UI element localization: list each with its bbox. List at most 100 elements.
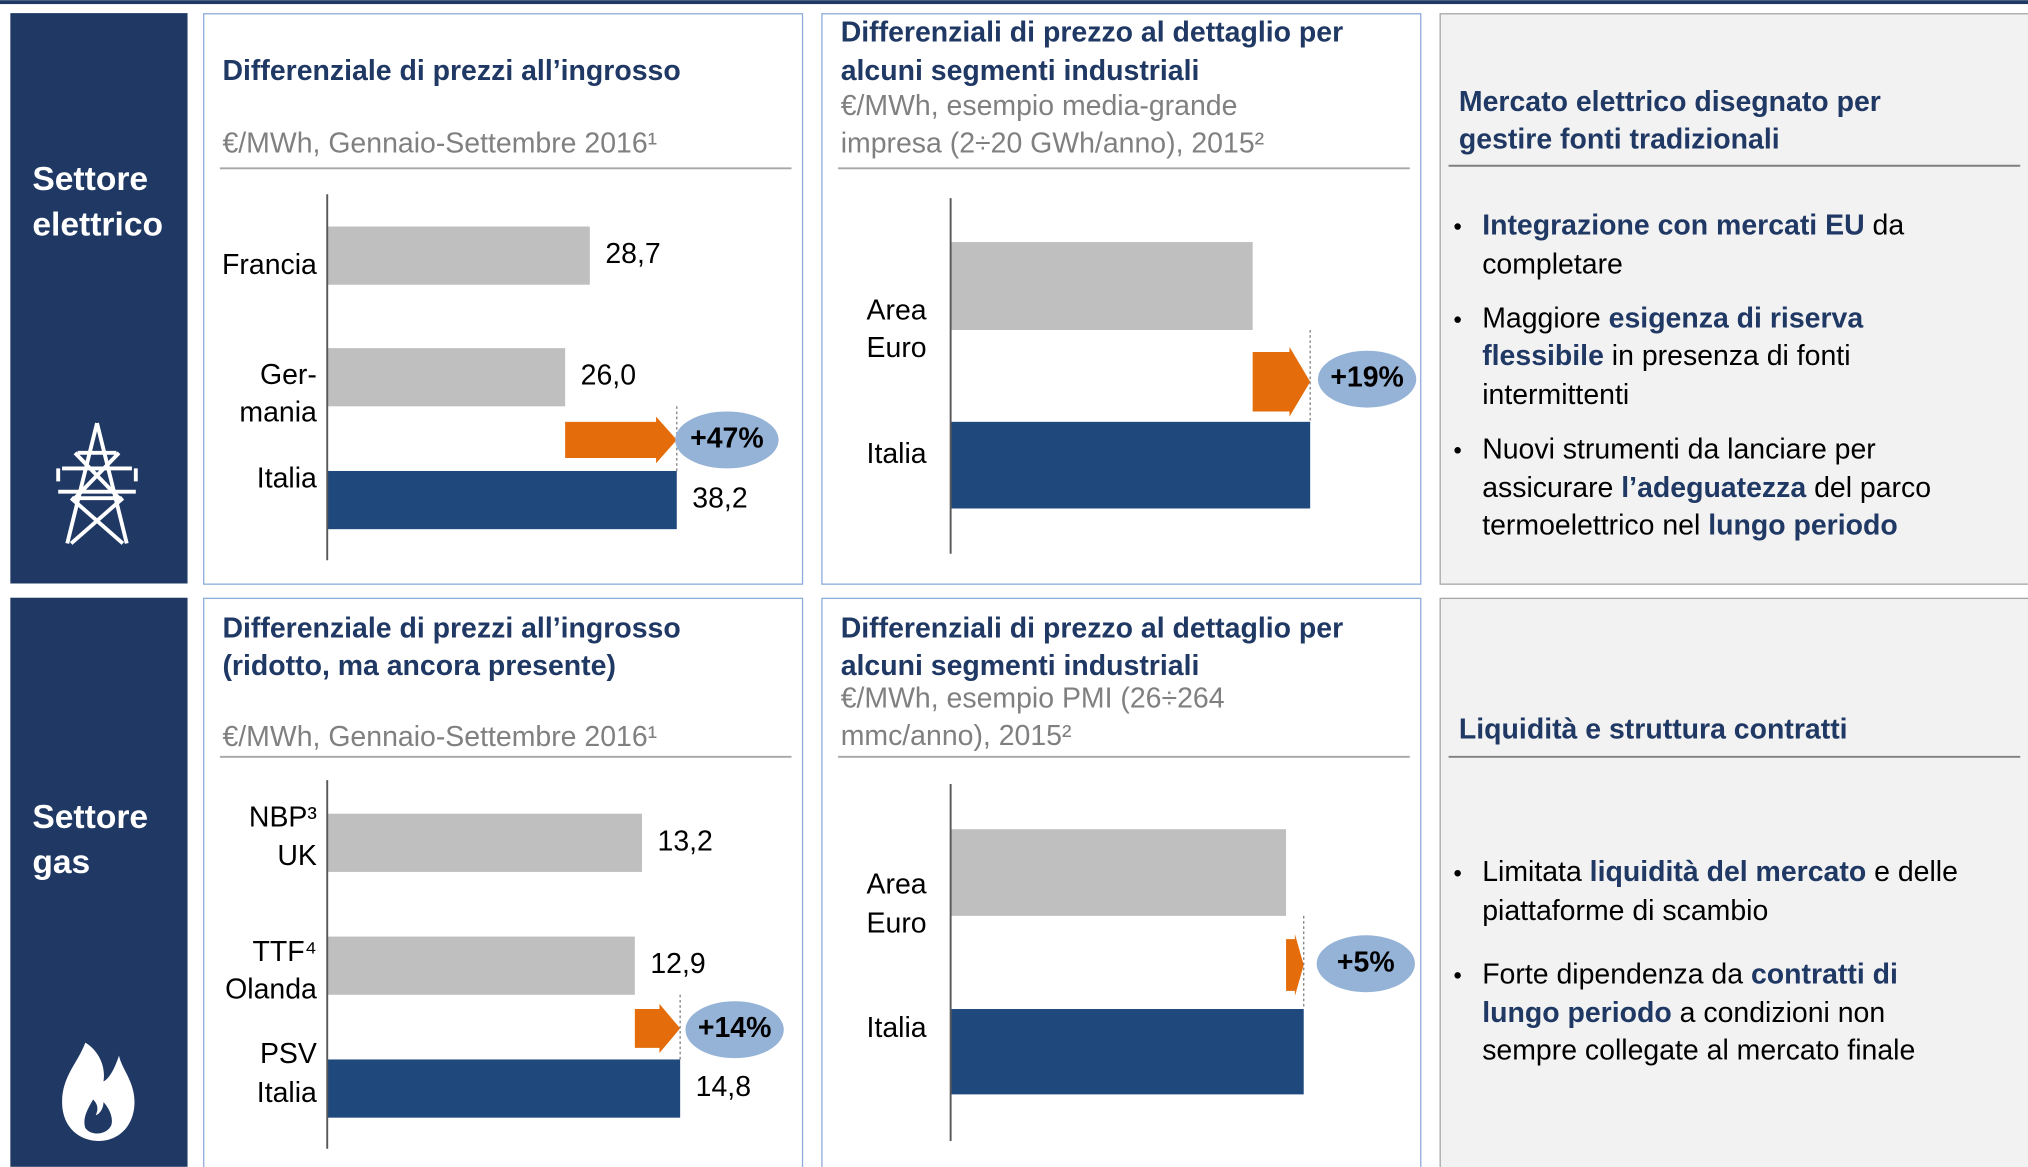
text-run: completare xyxy=(1482,248,1623,280)
section-label: gas xyxy=(32,844,90,881)
delta-label: +47% xyxy=(690,422,764,454)
section-label: Settore xyxy=(32,799,148,836)
text-run: lungo periodo xyxy=(1708,509,1898,541)
delta-arrow xyxy=(1252,346,1311,417)
text-run: del parco xyxy=(1806,472,1931,504)
text-run: l’adeguatezza xyxy=(1621,472,1806,504)
text-run: Maggiore xyxy=(1482,302,1608,334)
category-label: Italia xyxy=(867,1012,927,1044)
bullet xyxy=(1454,972,1461,979)
bullet xyxy=(1454,869,1461,877)
text-run: assicurare xyxy=(1482,472,1621,504)
flame-icon xyxy=(62,1042,135,1141)
bar xyxy=(950,829,1287,916)
panel-heading: gestire fonti tradizionali xyxy=(1459,124,1780,156)
category-label: Area xyxy=(867,294,927,326)
chart-subtitle: €/MWh, esempio PMI (26÷264 xyxy=(841,682,1225,714)
value-label: 14,8 xyxy=(696,1071,751,1103)
category-label: Italia xyxy=(257,463,317,495)
bar xyxy=(950,1009,1304,1095)
bar xyxy=(950,421,1311,509)
text-run: intermittenti xyxy=(1482,378,1629,410)
text-run: in presenza di fonti xyxy=(1604,340,1851,372)
chart-title: Differenziali di prezzo al dettaglio per xyxy=(841,16,1343,48)
text-run: a condizioni non xyxy=(1672,997,1885,1029)
bullet-line: Integrazione con mercati EU da xyxy=(1482,209,1904,241)
section-band xyxy=(10,13,188,584)
value-label: 13,2 xyxy=(658,825,713,857)
bar xyxy=(327,813,642,872)
value-label: 28,7 xyxy=(605,238,660,270)
chart-title: Differenziale di prezzi all’ingrosso xyxy=(222,55,680,87)
bar xyxy=(327,936,635,995)
category-label: NBP³ xyxy=(249,801,317,833)
bullet xyxy=(1454,223,1461,230)
bar xyxy=(327,470,677,530)
bullet-line: termoelettrico nel lungo periodo xyxy=(1482,509,1898,541)
panel-heading: Mercato elettrico disegnato per xyxy=(1459,86,1881,118)
category-label: Euro xyxy=(867,907,927,939)
category-label: Italia xyxy=(867,438,927,470)
category-label: Francia xyxy=(222,249,317,281)
text-run: contratti di xyxy=(1751,958,1898,990)
chart-title: alcuni segmenti industriali xyxy=(841,650,1200,682)
category-label: mania xyxy=(239,397,317,429)
delta-arrow xyxy=(634,1003,681,1053)
delta-arrow xyxy=(565,416,677,464)
text-run: Nuovi strumenti da lanciare per xyxy=(1482,433,1876,465)
text-run: lungo periodo xyxy=(1482,997,1672,1029)
delta-badge xyxy=(1317,350,1417,408)
bullet-line: Nuovi strumenti da lanciare per xyxy=(1482,433,1876,465)
text-run: esigenza di riserva xyxy=(1609,302,1864,334)
value-label: 12,9 xyxy=(650,948,705,980)
value-label: 38,2 xyxy=(692,483,747,515)
chart-subtitle: mmc/anno), 2015² xyxy=(841,720,1072,752)
bullet-line: assicurare l’adeguatezza del parco xyxy=(1482,472,1931,504)
text-run: termoelettrico nel xyxy=(1482,509,1708,541)
text-run: e delle xyxy=(1866,856,1958,888)
bullet-line: sempre collegate al mercato finale xyxy=(1482,1034,1915,1066)
category-label: Italia xyxy=(257,1077,317,1109)
text-run: Limitata xyxy=(1482,856,1589,888)
category-label: Area xyxy=(867,869,927,901)
text-panel xyxy=(1439,13,2028,585)
category-label: TTF⁴ xyxy=(253,936,317,968)
text-run: Integrazione con mercati EU xyxy=(1482,209,1864,241)
category-label: Olanda xyxy=(225,973,317,1005)
bullet-line: piattaforme di scambio xyxy=(1482,895,1768,927)
text-run: flessibile xyxy=(1482,340,1604,372)
chart-subtitle: €/MWh, esempio media-grande xyxy=(841,90,1238,122)
text-run: Forte dipendenza da xyxy=(1482,958,1751,990)
bullet-line: Forte dipendenza da contratti di xyxy=(1482,958,1898,990)
bullet-line: flessibile in presenza di fonti xyxy=(1482,340,1850,372)
text-run: da xyxy=(1865,209,1905,241)
delta-label: +19% xyxy=(1330,362,1404,394)
chart-subtitle: €/MWh, Gennaio-Settembre 2016¹ xyxy=(222,128,657,160)
text-run: liquidità del mercato xyxy=(1590,856,1867,888)
category-label: UK xyxy=(277,840,317,872)
bar xyxy=(327,1059,681,1118)
category-label: PSV xyxy=(260,1038,317,1070)
bullet xyxy=(1454,316,1461,323)
chart-title: alcuni segmenti industriali xyxy=(841,55,1200,87)
bullet-line: lungo periodo a condizioni non xyxy=(1482,997,1885,1029)
section-label: elettrico xyxy=(32,206,163,243)
bullet xyxy=(1454,447,1461,454)
bar xyxy=(327,348,566,407)
chart-title: Differenziale di prezzi all’ingrosso xyxy=(222,613,680,645)
text-panel xyxy=(1439,597,2028,1167)
bullet-line: Maggiore esigenza di riserva xyxy=(1482,302,1863,334)
text-run: sempre collegate al mercato finale xyxy=(1482,1034,1915,1066)
value-label: 26,0 xyxy=(581,360,636,392)
delta-label: +5% xyxy=(1337,946,1395,978)
chart-title: (ridotto, ma ancora presente) xyxy=(222,650,615,682)
delta-label: +14% xyxy=(698,1012,772,1044)
section-label: Settore xyxy=(32,161,148,198)
bullet-line: intermittenti xyxy=(1482,378,1629,410)
delta-badge xyxy=(1316,935,1415,993)
chart-subtitle: impresa (2÷20 GWh/anno), 2015² xyxy=(841,128,1264,160)
bar xyxy=(327,226,590,285)
bullet-line: Limitata liquidità del mercato e delle xyxy=(1482,856,1958,888)
bar xyxy=(950,242,1253,330)
